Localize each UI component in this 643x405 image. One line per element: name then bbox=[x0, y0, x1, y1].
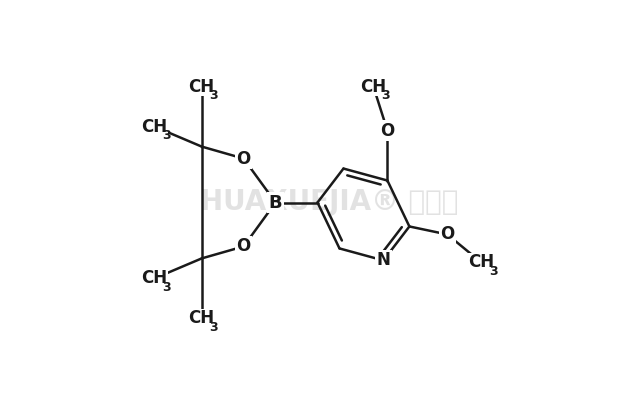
Text: CH: CH bbox=[188, 309, 215, 327]
Text: O: O bbox=[380, 122, 395, 140]
Text: 3: 3 bbox=[381, 89, 390, 102]
Text: HUAXUEJIA® 华学加: HUAXUEJIA® 华学加 bbox=[201, 188, 458, 217]
Text: CH: CH bbox=[360, 78, 386, 96]
Text: N: N bbox=[376, 252, 390, 269]
Text: CH: CH bbox=[141, 117, 168, 136]
Text: 3: 3 bbox=[210, 89, 218, 102]
Text: O: O bbox=[440, 226, 455, 243]
Text: CH: CH bbox=[468, 254, 494, 271]
Text: O: O bbox=[237, 149, 251, 168]
Text: CH: CH bbox=[141, 269, 168, 288]
Text: 3: 3 bbox=[210, 321, 218, 334]
Text: 3: 3 bbox=[489, 265, 498, 278]
Text: 3: 3 bbox=[162, 129, 171, 142]
Text: CH: CH bbox=[188, 78, 215, 96]
Text: 3: 3 bbox=[162, 281, 171, 294]
Text: B: B bbox=[269, 194, 282, 211]
Text: O: O bbox=[237, 237, 251, 256]
